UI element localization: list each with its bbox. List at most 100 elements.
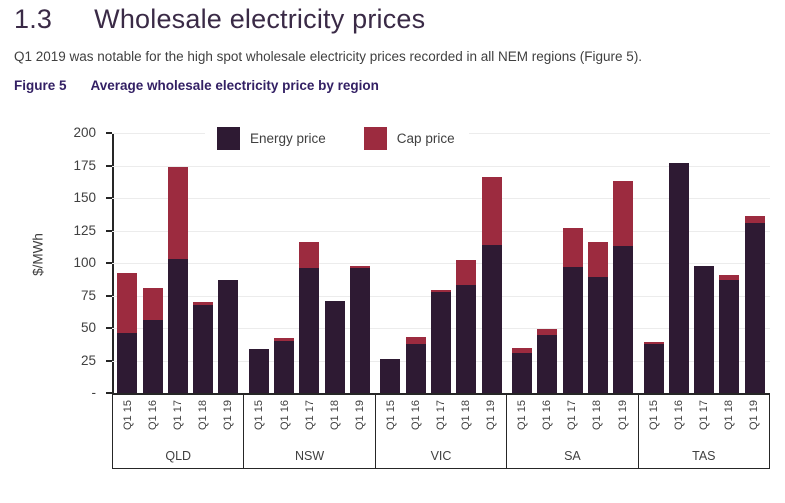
quarter-label: Q1 15 <box>516 400 529 430</box>
quarter-label: Q1 17 <box>566 400 579 430</box>
bar-SA-Q116 <box>537 329 558 393</box>
bar-NSW-Q118 <box>324 300 345 393</box>
bar-NSW-Q115 <box>248 348 269 393</box>
quarter-labels-VIC: Q1 15 Q1 16 Q1 17 Q1 18 Q1 19 <box>376 395 506 449</box>
bar-VIC-Q117 <box>430 290 451 393</box>
bar-QLD-Q117 <box>167 166 188 393</box>
category-group-NSW: Q1 15 Q1 16 Q1 17 Q1 18 Q1 19 NSW <box>243 395 374 468</box>
bar-group-NSW <box>244 133 376 393</box>
quarter-label: Q1 15 <box>384 400 397 430</box>
quarter-label: Q1 19 <box>222 400 235 430</box>
segment-cap-price <box>193 302 214 305</box>
bar-VIC-Q119 <box>481 177 502 393</box>
bars-layer <box>112 133 770 393</box>
quarter-label: Q1 15 <box>122 400 135 430</box>
segment-energy-price <box>613 246 634 393</box>
quarter-labels-TAS: Q1 15 Q1 16 Q1 17 Q1 18 Q1 19 <box>639 395 769 449</box>
y-tick-mark-75 <box>106 294 112 297</box>
bar-SA-Q117 <box>562 227 583 393</box>
segment-energy-price <box>643 343 664 393</box>
y-tick-label-0: - <box>91 385 97 400</box>
segment-cap-price <box>405 337 426 344</box>
y-tick-label-175: 175 <box>73 157 96 173</box>
y-tick-mark-50 <box>106 327 112 329</box>
segment-energy-price <box>694 265 715 393</box>
segment-energy-price <box>587 277 608 393</box>
quarter-label: Q1 18 <box>328 400 341 430</box>
bar-VIC-Q118 <box>456 260 477 393</box>
quarter-label: Q1 17 <box>172 400 185 430</box>
y-tick-label-125: 125 <box>73 222 96 238</box>
quarter-label: Q1 17 <box>697 400 710 430</box>
y-tick-mark-200 <box>106 132 112 134</box>
y-tick-label-50: 50 <box>80 320 96 335</box>
segment-cap-price <box>562 227 583 267</box>
bar-group-QLD <box>112 133 244 393</box>
section-title: Wholesale electricity prices <box>94 4 426 34</box>
bar-TAS-Q116 <box>668 162 689 393</box>
segment-energy-price <box>380 359 401 393</box>
y-tick-mark-25 <box>106 359 112 362</box>
quarter-labels-SA: Q1 15 Q1 16 Q1 17 Q1 18 Q1 19 <box>507 395 637 449</box>
bar-group-VIC <box>375 133 507 393</box>
section-number: 1.3 <box>14 4 53 34</box>
quarter-label: Q1 16 <box>541 400 554 430</box>
quarter-label: Q1 18 <box>722 400 735 430</box>
quarter-label: Q1 16 <box>409 400 422 430</box>
bar-TAS-Q119 <box>744 216 765 393</box>
segment-energy-price <box>562 266 583 393</box>
y-tick-mark-100 <box>106 262 112 264</box>
bar-VIC-Q115 <box>380 359 401 393</box>
segment-energy-price <box>430 291 451 393</box>
legend-swatch-cap <box>363 127 387 150</box>
quarter-label: Q1 17 <box>435 400 447 430</box>
segment-cap-price <box>117 273 138 334</box>
intro-paragraph: Q1 2019 was notable for the high spot wh… <box>14 49 643 64</box>
bar-QLD-Q119 <box>218 279 239 393</box>
quarter-label: Q1 16 <box>672 400 685 430</box>
quarter-label: Q1 17 <box>303 400 316 430</box>
segment-cap-price <box>142 287 163 321</box>
quarter-label: Q1 19 <box>747 400 760 430</box>
segment-cap-price <box>299 242 320 269</box>
segment-cap-price <box>719 274 740 280</box>
segment-cap-price <box>512 347 533 353</box>
quarter-label: Q1 16 <box>278 400 291 430</box>
legend-item-cap: Cap price <box>363 127 455 150</box>
segment-energy-price <box>117 333 138 393</box>
category-group-SA: Q1 15 Q1 16 Q1 17 Q1 18 Q1 19 SA <box>506 395 637 468</box>
category-axis-band: Q1 15 Q1 16 Q1 17 Q1 18 Q1 19 QLD Q1 15 Q1 16 Q1… <box>112 393 770 469</box>
quarter-label: Q1 19 <box>485 400 498 430</box>
segment-cap-price <box>430 290 451 292</box>
segment-energy-price <box>512 352 533 393</box>
bar-SA-Q119 <box>613 181 634 393</box>
segment-cap-price <box>167 166 188 260</box>
quarter-label: Q1 18 <box>591 400 604 430</box>
y-tick-mark-175 <box>106 164 112 167</box>
segment-energy-price <box>405 343 426 393</box>
segment-energy-price <box>456 285 477 393</box>
y-tick-mark-125 <box>106 229 112 232</box>
y-tick-mark-150 <box>106 197 112 199</box>
segment-energy-price <box>248 348 269 393</box>
region-label-NSW: NSW <box>295 449 325 463</box>
y-tick-label-100: 100 <box>73 255 96 270</box>
bar-group-TAS <box>638 133 770 393</box>
quarter-label: Q1 15 <box>253 400 266 430</box>
legend-label: Energy price <box>250 131 326 146</box>
bar-TAS-Q117 <box>694 265 715 393</box>
segment-energy-price <box>668 162 689 393</box>
gridline-175 <box>112 165 770 167</box>
segment-cap-price <box>587 242 608 278</box>
figure-title: Average wholesale electricity price by r… <box>90 78 379 93</box>
region-label-TAS: TAS <box>692 449 716 463</box>
bar-TAS-Q115 <box>643 342 664 393</box>
quarter-label: Q1 18 <box>460 400 473 430</box>
y-tick-label-25: 25 <box>80 352 96 368</box>
quarter-labels-NSW: Q1 15 Q1 16 Q1 17 Q1 18 Q1 19 <box>244 395 374 449</box>
segment-energy-price <box>167 259 188 393</box>
y-tick-label-75: 75 <box>80 287 96 303</box>
segment-cap-price <box>274 338 295 341</box>
region-label-QLD: QLD <box>165 449 192 463</box>
